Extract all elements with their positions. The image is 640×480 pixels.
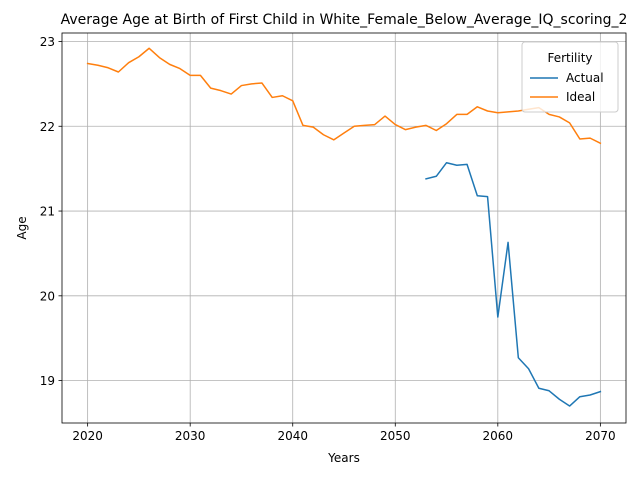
series-line-ideal bbox=[86, 47, 602, 145]
axis-ticks: 2020 2030 2040 2050 2060 2070 19 20 21 22 23 bbox=[40, 35, 616, 443]
y-tick-label: 22 bbox=[40, 120, 55, 134]
legend-label-ideal: Ideal bbox=[566, 90, 595, 104]
x-tick-label: 2030 bbox=[175, 429, 206, 443]
legend-box bbox=[521, 41, 619, 113]
legend-label-actual: Actual bbox=[566, 71, 604, 85]
y-axis-label: Age bbox=[15, 216, 29, 239]
legend-title: Fertility bbox=[547, 51, 592, 65]
x-tick-label: 2040 bbox=[277, 429, 308, 443]
x-tick-label: 2020 bbox=[72, 429, 103, 443]
y-tick-label: 23 bbox=[40, 35, 55, 49]
y-tick-label: 20 bbox=[40, 289, 55, 303]
y-tick-label: 21 bbox=[40, 205, 55, 219]
x-tick-label: 2060 bbox=[483, 429, 514, 443]
x-axis-label: Years bbox=[327, 451, 360, 465]
x-tick-label: 2070 bbox=[585, 429, 616, 443]
series-line-actual bbox=[425, 161, 602, 407]
legend: Fertility Actual Ideal bbox=[521, 41, 619, 113]
series-lines bbox=[86, 47, 602, 407]
x-tick-label: 2050 bbox=[380, 429, 411, 443]
plot-frame bbox=[61, 32, 627, 424]
chart-title: Average Age at Birth of First Child in W… bbox=[61, 12, 628, 28]
y-tick-label: 19 bbox=[40, 374, 55, 388]
legend-items: Actual Ideal bbox=[530, 71, 604, 104]
